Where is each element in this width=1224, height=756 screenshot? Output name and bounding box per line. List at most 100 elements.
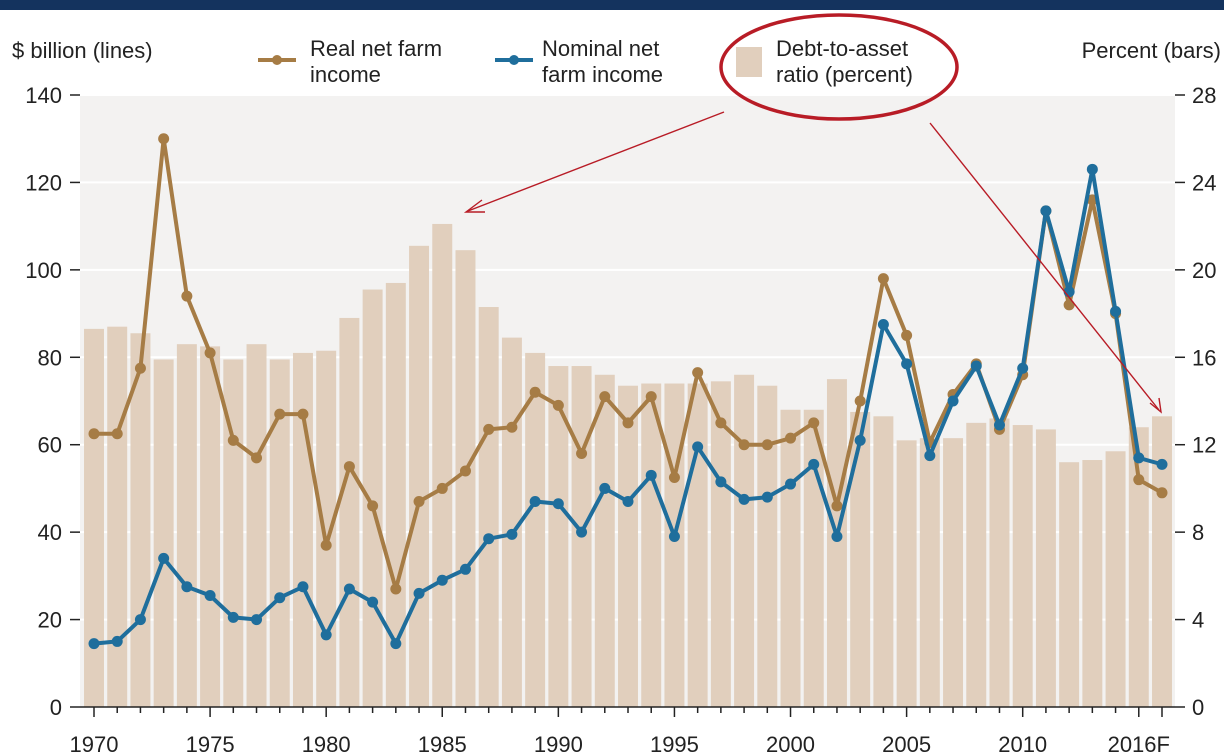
point-real-1986 [459, 465, 471, 477]
point-nominal-1995 [668, 531, 680, 543]
point-real-1992 [599, 391, 611, 403]
bar-debt-1997 [710, 381, 731, 707]
point-nominal-1998 [738, 493, 750, 505]
bar-debt-2004 [873, 416, 894, 707]
bar-debt-1981 [339, 317, 360, 707]
x-tick-label: 1975 [186, 732, 235, 756]
right-tick-label: 20 [1192, 258, 1216, 283]
point-nominal-1983 [390, 638, 402, 650]
point-nominal-2008 [970, 360, 982, 372]
point-nominal-1985 [436, 574, 448, 586]
point-nominal-1999 [761, 491, 773, 503]
point-nominal-1978 [274, 592, 286, 604]
point-nominal-2010 [1017, 362, 1029, 374]
point-real-1984 [413, 496, 425, 508]
point-nominal-2013 [1086, 163, 1098, 175]
bar-debt-1977 [246, 344, 267, 707]
point-nominal-2007 [947, 395, 959, 407]
point-real-1985 [436, 482, 448, 494]
bar-debt-1987 [478, 307, 499, 707]
point-nominal-2006 [924, 450, 936, 462]
right-tick-label: 0 [1192, 695, 1204, 720]
point-nominal-1987 [483, 533, 495, 545]
bar-debt-1978 [269, 359, 290, 707]
bar-debt-2015 [1128, 427, 1149, 707]
bar-debt-1986 [455, 250, 476, 707]
point-real-1976 [227, 434, 239, 446]
right-tick-label: 24 [1192, 170, 1216, 195]
point-nominal-2003 [854, 434, 866, 446]
point-real-1997 [715, 417, 727, 429]
left-tick-label: 80 [38, 345, 62, 370]
point-nominal-1993 [622, 496, 634, 508]
bar-debt-1988 [501, 337, 522, 707]
bar-debt-2008 [966, 422, 987, 707]
x-tick-label: 1985 [418, 732, 467, 756]
point-nominal-1984 [413, 587, 425, 599]
left-tick-label: 140 [25, 83, 62, 108]
bar-debt-2005 [896, 440, 917, 707]
bar-debt-1982 [362, 289, 383, 707]
bar-debt-1998 [734, 374, 755, 707]
point-real-1975 [204, 347, 216, 359]
left-tick-label: 40 [38, 520, 62, 545]
bar-debt-2006 [919, 438, 940, 707]
x-tick-label: 1990 [534, 732, 583, 756]
point-nominal-2001 [808, 458, 820, 470]
bar-debt-1994 [641, 383, 662, 707]
bar-debt-1992 [594, 374, 615, 707]
point-real-2003 [854, 395, 866, 407]
right-tick-label: 16 [1192, 345, 1216, 370]
bar-debt-2000 [780, 409, 801, 707]
right-tick-label: 28 [1192, 83, 1216, 108]
point-real-1981 [343, 461, 355, 473]
x-tick-label: 1970 [70, 732, 119, 756]
arrow-to-1985 [467, 111, 725, 212]
point-nominal-1992 [599, 482, 611, 494]
legend-debt-label: Debt-to-asset ratio (percent) [776, 36, 913, 87]
bar-debt-1989 [525, 352, 546, 707]
point-real-2012 [1063, 299, 1075, 311]
arrowhead-2016 [1149, 397, 1162, 414]
x-tick-label: 2016F [1108, 732, 1170, 756]
point-real-1977 [251, 452, 263, 464]
point-nominal-2000 [785, 478, 797, 490]
legend: Real net farm income Nominal net farm inco… [258, 36, 913, 87]
bar-debt-2010 [1012, 425, 1033, 707]
legend-debt-swatch [736, 47, 762, 77]
point-nominal-1996 [692, 441, 704, 453]
point-real-1996 [692, 367, 704, 379]
right-tick-label: 12 [1192, 433, 1216, 458]
point-real-1990 [552, 399, 564, 411]
bar-debt-1999 [757, 385, 778, 707]
point-real-1980 [320, 539, 332, 551]
point-real-1999 [761, 439, 773, 451]
header-bar [0, 0, 1224, 10]
point-nominal-1971 [111, 635, 123, 647]
bar-debt-2007 [943, 438, 964, 707]
bar-debt-1972 [130, 333, 151, 707]
x-tick-label: 2005 [882, 732, 931, 756]
point-real-2002 [831, 500, 843, 512]
bar-debt-1973 [153, 359, 174, 707]
point-real-1988 [506, 421, 518, 433]
bar-debt-2014 [1105, 451, 1126, 707]
bar-debt-2012 [1059, 462, 1080, 707]
point-real-2016 [1156, 487, 1168, 499]
point-nominal-2015 [1133, 452, 1145, 464]
point-nominal-1986 [459, 563, 471, 575]
bar-debt-1980 [316, 350, 337, 707]
point-real-1972 [134, 362, 146, 374]
point-real-1971 [111, 428, 123, 440]
point-real-1987 [483, 423, 495, 435]
bar-debt-2011 [1035, 429, 1056, 707]
point-nominal-1982 [367, 596, 379, 608]
point-real-1995 [668, 472, 680, 483]
x-tick-label: 2000 [766, 732, 815, 756]
point-nominal-1972 [134, 614, 146, 626]
legend-real-label: Real net farm income [310, 36, 442, 87]
point-nominal-1974 [181, 581, 193, 593]
bar-debt-2003 [850, 411, 871, 707]
x-tick-label: 1995 [650, 732, 699, 756]
